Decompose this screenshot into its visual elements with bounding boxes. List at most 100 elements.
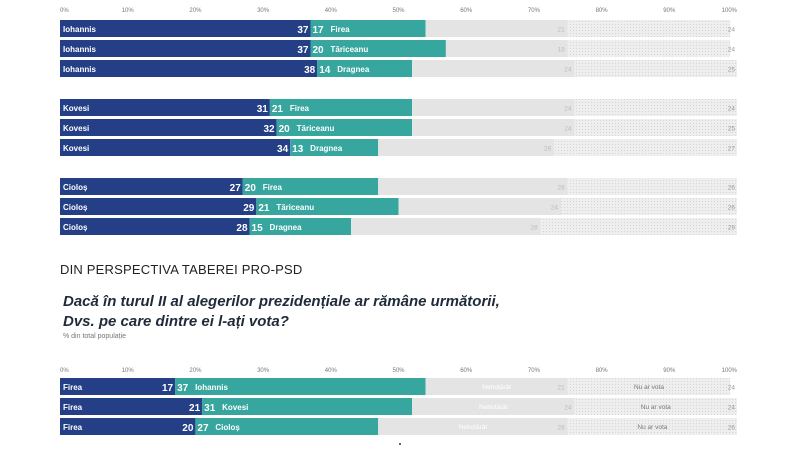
x-tick-label: 20% [189,368,202,374]
bar-segment-candidate1 [60,218,250,235]
wont-vote-label: Nu ar vota [641,404,671,411]
bar-segment-candidate1 [60,139,291,156]
bar-segment-undecided [351,218,541,235]
candidate2-name-label: Firea [330,25,350,34]
bar-segment-candidate1 [60,178,243,195]
candidate2-value-label: 20 [279,124,291,135]
bar-segment-undecided [398,198,561,215]
candidate1-value-label: 20 [182,423,194,434]
candidate2-name-label: Kovesi [222,403,248,412]
question-line-1: Dacă în turul II al alegerilor prezidenț… [63,293,500,310]
candidate2-value-label: 31 [204,403,216,414]
candidate1-name-label: Cioloș [63,223,88,232]
undecided-value-label: 21 [558,27,566,34]
bar-segment-candidate2 [317,60,413,77]
candidate1-value-label: 21 [189,403,201,414]
x-tick-label: 60% [460,368,473,374]
undecided-value-label: 18 [558,47,566,54]
bar-segment-candidate2 [290,139,379,156]
wont-vote-value-label: 27 [728,146,736,153]
bar-segment-undecided [412,60,575,77]
candidate1-name-label: Cioloș [63,183,88,192]
wont-vote-value-label: 25 [728,67,736,74]
x-tick-label: 30% [257,368,270,374]
candidate2-value-label: 20 [245,183,257,194]
question-line-2: Dvs. pe care dintre ei l-ați vota? [63,313,289,330]
x-tick-label: 70% [528,8,541,14]
candidate1-name-label: Kovesi [63,144,89,153]
bar-segment-candidate1 [60,418,196,435]
candidate2-value-label: 15 [252,223,264,234]
undecided-value-label: 28 [558,185,566,192]
bar-segment-wont-vote [574,99,737,116]
candidate2-name-label: Firea [290,104,310,113]
bar-segment-wont-vote [574,398,737,415]
candidate1-name-label: Kovesi [63,124,89,133]
x-tick-label: 40% [325,368,338,374]
candidate1-value-label: 37 [297,45,309,56]
bar-segment-undecided [412,398,575,415]
candidate2-name-label: Iohannis [195,383,228,392]
candidate2-name-label: Tăriceanu [330,45,368,54]
page-marker-dot [399,443,401,445]
bar-segment-wont-vote [560,198,737,215]
candidate2-name-label: Dragnea [337,65,370,74]
x-tick-label: 10% [122,368,135,374]
candidate1-value-label: 17 [162,383,174,394]
wont-vote-value-label: 26 [728,425,736,432]
section-title: DIN PERSPECTIVA TABEREI PRO-PSD [60,262,303,277]
bar-segment-candidate2 [276,119,413,136]
bar-segment-candidate2 [202,398,413,415]
bar-segment-candidate2 [310,40,446,57]
candidate2-name-label: Dragnea [270,223,303,232]
undecided-value-label: 24 [551,205,559,212]
bar-segment-wont-vote [567,178,737,195]
bar-segment-candidate2 [269,99,413,116]
candidate2-value-label: 21 [272,104,284,115]
candidate2-name-label: Dragnea [310,144,343,153]
bar-segment-candidate2 [256,198,399,215]
chart-firea-matchups: 0% 10% 20% 30% 40% 50% 60% 70% 80% 90% 100% Firea 17… [60,368,738,435]
wont-vote-value-label: 24 [728,385,736,392]
undecided-value-label: 21 [558,385,566,392]
wont-vote-value-label: 26 [728,185,736,192]
wont-vote-value-label: 24 [728,27,736,34]
candidate1-value-label: 31 [257,104,269,115]
candidate1-name-label: Iohannis [63,45,96,54]
undecided-value-label: 28 [530,225,538,232]
undecided-value-label: 24 [564,405,572,412]
wont-vote-value-label: 24 [728,405,736,412]
bar-segment-undecided [412,119,575,136]
candidate2-value-label: 17 [312,25,324,36]
bar-segment-wont-vote [540,218,737,235]
undecided-label: Nehotărât [479,404,508,411]
candidate1-value-label: 37 [297,25,309,36]
candidate2-value-label: 13 [292,144,304,155]
bar-segment-candidate1 [60,198,257,215]
candidate2-name-label: Cioloș [215,423,240,432]
candidate1-name-label: Firea [63,403,83,412]
question-text: Dacă în turul II al alegerilor prezidenț… [63,292,703,332]
bar-segment-undecided [412,99,575,116]
bar-segment-wont-vote [574,60,737,77]
candidate1-value-label: 32 [264,124,276,135]
x-tick-label: 50% [392,368,405,374]
x-tick-label: 100% [722,368,738,374]
candidate2-value-label: 37 [177,383,189,394]
wont-vote-label: Nu ar vota [637,424,667,431]
bar-segment-wont-vote [574,119,737,136]
candidate2-value-label: 27 [197,423,209,434]
x-tick-label: 100% [722,8,738,14]
candidate1-value-label: 27 [230,183,242,194]
candidate1-name-label: Iohannis [63,65,96,74]
wont-vote-value-label: 26 [728,205,736,212]
chart-by-challenger: 0% 10% 20% 30% 40% 50% 60% 70% 80% 90% 100% Iohanni… [60,8,738,235]
candidate2-value-label: 21 [258,203,270,214]
x-tick-label: 0% [60,368,69,374]
undecided-value-label: 24 [564,126,572,133]
x-tick-label: 70% [528,368,541,374]
bar-segment-candidate2 [310,20,426,37]
x-tick-label: 0% [60,8,69,14]
undecided-value-label: 26 [544,146,552,153]
undecided-value-label: 28 [558,425,566,432]
